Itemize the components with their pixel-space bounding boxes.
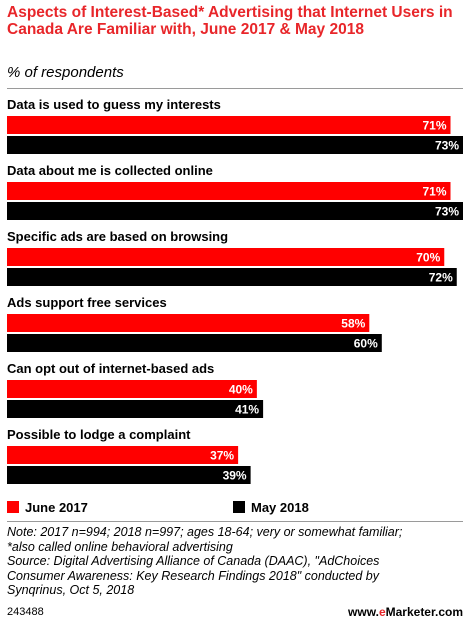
source-line: Synqrinus, Oct 5, 2018 <box>7 583 135 597</box>
bar-may-2018 <box>7 268 457 286</box>
chart-notes: Note: 2017 n=994; 2018 n=997; ages 18-64… <box>7 525 465 598</box>
emarketer-logo: www.eMarketer.com <box>348 605 463 619</box>
category-label: Can opt out of internet-based ads <box>7 361 214 376</box>
legend-item-may-2018: May 2018 <box>233 500 309 515</box>
legend-label-may-2018: May 2018 <box>251 500 309 515</box>
bar-may-2018 <box>7 466 251 484</box>
data-label: 41% <box>235 403 259 417</box>
data-label: 71% <box>422 185 446 199</box>
top-divider <box>7 88 463 89</box>
data-label: 73% <box>435 205 459 219</box>
bar-june-2017 <box>7 380 257 398</box>
bar-june-2017 <box>7 182 451 200</box>
data-label: 72% <box>429 271 453 285</box>
data-label: 70% <box>416 251 440 265</box>
legend-swatch-june-2017 <box>7 501 19 513</box>
source-line: Consumer Awareness: Key Research Finding… <box>7 568 380 583</box>
legend-item-june-2017: June 2017 <box>7 500 88 515</box>
bar-may-2018 <box>7 334 382 352</box>
data-label: 71% <box>422 119 446 133</box>
data-label: 37% <box>210 449 234 463</box>
category-label: Ads support free services <box>7 295 167 310</box>
bar-may-2018 <box>7 400 264 418</box>
data-label: 73% <box>435 139 459 153</box>
source-line: Source: Digital Advertising Alliance of … <box>7 554 380 568</box>
footer: 243488 www.eMarketer.com <box>0 604 470 624</box>
bar-june-2017 <box>7 248 445 266</box>
chart-subtitle: % of respondents <box>7 64 124 81</box>
category-label: Data is used to guess my interests <box>7 97 221 112</box>
bar-june-2017 <box>7 446 239 464</box>
data-label: 60% <box>354 337 378 351</box>
legend-label-june-2017: June 2017 <box>25 500 88 515</box>
bottom-divider <box>7 521 463 522</box>
bar-june-2017 <box>7 116 451 134</box>
category-label: Possible to lodge a complaint <box>7 427 191 442</box>
note-line: *also called online behavioral advertisi… <box>7 539 233 554</box>
data-label: 40% <box>229 383 253 397</box>
data-label: 39% <box>223 469 247 483</box>
bar-june-2017 <box>7 314 370 332</box>
bar-chart: Data is used to guess my interests 71% 73%… <box>7 97 463 484</box>
chart-id: 243488 <box>7 606 44 618</box>
bar-may-2018 <box>7 136 463 154</box>
data-label: 58% <box>341 317 365 331</box>
category-label: Data about me is collected online <box>7 163 213 178</box>
legend-swatch-may-2018 <box>233 501 245 513</box>
note-line: Note: 2017 n=994; 2018 n=997; ages 18-64… <box>7 525 403 539</box>
chart-title: Aspects of Interest-Based* Advertising t… <box>7 4 453 38</box>
bar-may-2018 <box>7 202 463 220</box>
category-label: Specific ads are based on browsing <box>7 229 228 244</box>
